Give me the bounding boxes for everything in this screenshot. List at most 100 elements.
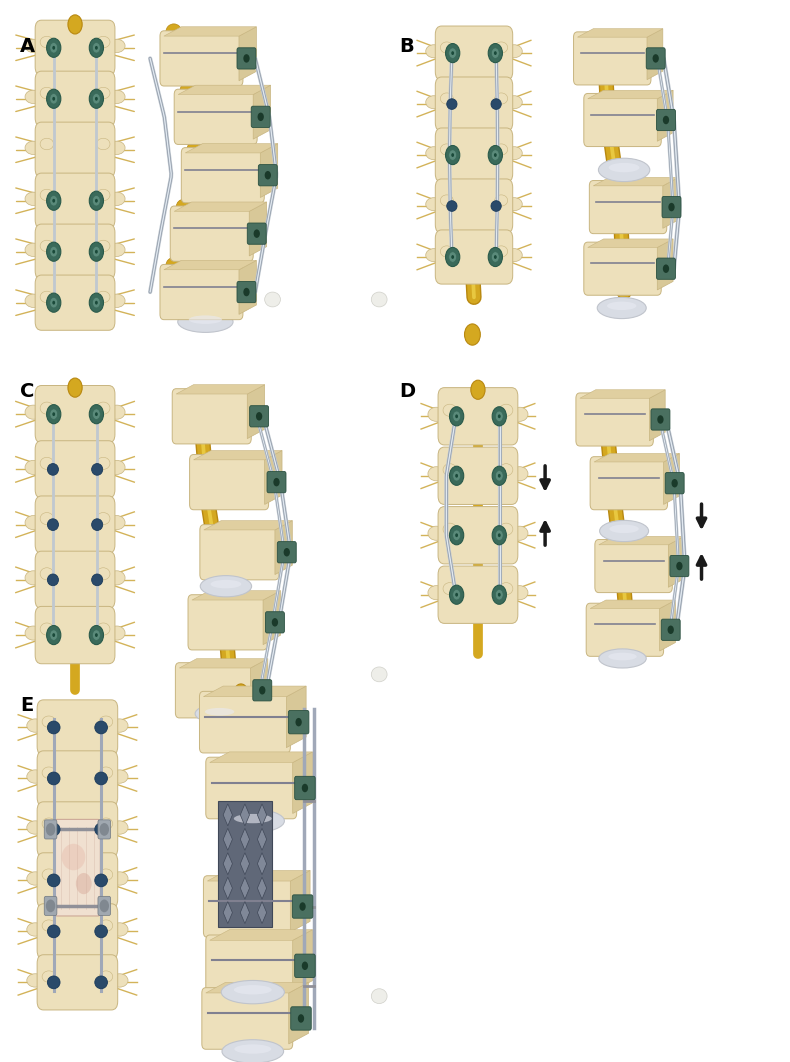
FancyBboxPatch shape — [251, 106, 270, 127]
Ellipse shape — [70, 609, 80, 617]
Polygon shape — [204, 686, 307, 697]
Polygon shape — [258, 853, 267, 875]
Polygon shape — [240, 877, 250, 900]
Ellipse shape — [47, 874, 60, 887]
Circle shape — [52, 46, 55, 50]
Ellipse shape — [426, 45, 442, 57]
Ellipse shape — [426, 198, 442, 210]
Ellipse shape — [70, 176, 80, 184]
FancyBboxPatch shape — [237, 281, 256, 303]
FancyBboxPatch shape — [217, 801, 272, 927]
Ellipse shape — [609, 162, 640, 172]
Ellipse shape — [96, 240, 110, 252]
Circle shape — [95, 250, 98, 254]
FancyBboxPatch shape — [36, 386, 115, 443]
Polygon shape — [580, 390, 665, 398]
Ellipse shape — [251, 223, 265, 236]
Circle shape — [449, 252, 457, 262]
Circle shape — [449, 48, 457, 58]
Ellipse shape — [609, 525, 639, 533]
FancyBboxPatch shape — [160, 264, 243, 320]
Ellipse shape — [186, 665, 204, 684]
Ellipse shape — [241, 56, 254, 70]
Ellipse shape — [440, 246, 453, 257]
Ellipse shape — [68, 378, 82, 397]
Ellipse shape — [40, 291, 54, 303]
Ellipse shape — [201, 576, 252, 597]
Circle shape — [52, 412, 55, 416]
Ellipse shape — [108, 141, 125, 154]
Ellipse shape — [95, 874, 107, 887]
Circle shape — [495, 589, 503, 600]
Ellipse shape — [92, 408, 103, 421]
Ellipse shape — [651, 409, 664, 422]
Ellipse shape — [70, 443, 80, 451]
Ellipse shape — [96, 36, 110, 48]
Polygon shape — [660, 600, 675, 651]
Ellipse shape — [111, 872, 128, 886]
Polygon shape — [239, 260, 256, 314]
FancyBboxPatch shape — [36, 496, 115, 553]
FancyBboxPatch shape — [435, 229, 513, 284]
Ellipse shape — [25, 460, 42, 475]
Ellipse shape — [96, 291, 110, 303]
Circle shape — [47, 89, 61, 108]
FancyBboxPatch shape — [204, 876, 294, 938]
Ellipse shape — [371, 292, 387, 307]
Ellipse shape — [100, 716, 113, 727]
Circle shape — [92, 630, 100, 640]
Ellipse shape — [491, 150, 502, 160]
Polygon shape — [240, 804, 250, 826]
Ellipse shape — [469, 80, 479, 87]
FancyBboxPatch shape — [651, 409, 670, 430]
Circle shape — [92, 42, 100, 53]
Ellipse shape — [210, 580, 242, 588]
FancyBboxPatch shape — [160, 31, 243, 86]
Circle shape — [46, 823, 55, 836]
Ellipse shape — [73, 907, 82, 914]
Polygon shape — [176, 384, 265, 394]
Ellipse shape — [95, 772, 107, 785]
Ellipse shape — [295, 953, 310, 969]
Ellipse shape — [27, 719, 43, 733]
Circle shape — [47, 242, 61, 261]
Ellipse shape — [471, 380, 485, 399]
Circle shape — [491, 48, 499, 58]
Ellipse shape — [495, 589, 506, 600]
FancyBboxPatch shape — [172, 389, 251, 444]
Circle shape — [491, 252, 499, 262]
Polygon shape — [223, 828, 232, 851]
Circle shape — [450, 526, 464, 545]
Circle shape — [46, 900, 55, 912]
Ellipse shape — [68, 15, 82, 34]
FancyBboxPatch shape — [200, 525, 279, 580]
Ellipse shape — [594, 95, 611, 114]
Polygon shape — [588, 90, 673, 99]
Circle shape — [89, 38, 103, 57]
Ellipse shape — [180, 83, 196, 99]
Ellipse shape — [25, 294, 42, 308]
Ellipse shape — [607, 302, 637, 310]
Ellipse shape — [295, 775, 310, 790]
Ellipse shape — [70, 227, 80, 235]
Ellipse shape — [469, 182, 479, 189]
Circle shape — [495, 530, 503, 541]
Ellipse shape — [511, 526, 528, 541]
FancyBboxPatch shape — [37, 955, 118, 1010]
Ellipse shape — [255, 115, 269, 129]
Ellipse shape — [100, 767, 113, 778]
FancyBboxPatch shape — [37, 802, 118, 857]
Circle shape — [663, 116, 669, 124]
Ellipse shape — [511, 585, 528, 600]
Circle shape — [273, 478, 280, 486]
Ellipse shape — [241, 281, 254, 294]
Ellipse shape — [73, 703, 82, 710]
Polygon shape — [258, 877, 267, 900]
FancyBboxPatch shape — [36, 71, 115, 126]
Text: D: D — [399, 382, 415, 401]
Ellipse shape — [40, 87, 54, 99]
Ellipse shape — [166, 24, 182, 40]
Ellipse shape — [233, 684, 249, 707]
Ellipse shape — [659, 267, 672, 279]
Circle shape — [95, 97, 98, 101]
